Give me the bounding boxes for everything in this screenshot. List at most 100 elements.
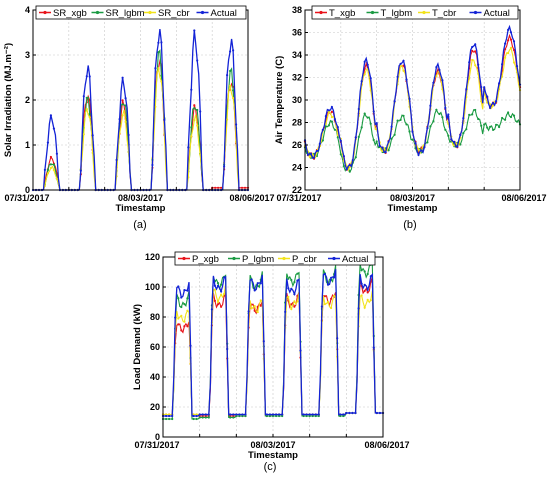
data-point [444,106,447,109]
legend-marker [422,10,426,15]
data-point [393,133,396,136]
data-point [293,293,296,296]
data-point [366,291,369,294]
data-point [201,416,204,419]
y-axis-title: Air Temperature (C) [274,56,285,145]
data-point [342,413,345,416]
data-point [399,62,402,65]
data-point [480,100,483,103]
data-point [381,146,384,149]
data-point [121,99,124,102]
data-point [157,51,160,54]
data-point [154,67,157,70]
legend-box [35,5,247,20]
data-point [232,97,235,100]
data-point [492,104,495,107]
data-point [121,114,124,117]
data-point [265,413,268,416]
data-point [375,122,378,125]
data-point [426,141,429,144]
y-tick-label: 28 [292,118,302,128]
data-point [336,136,339,139]
data-point [79,169,82,172]
data-point [474,108,477,112]
data-point [190,88,193,91]
data-point [223,165,226,168]
data-point [363,270,366,273]
data-point [290,287,293,290]
data-point [492,128,495,131]
data-point [250,278,253,281]
data-point [151,163,154,167]
data-point [196,59,199,62]
data-point [474,64,477,67]
data-point [160,41,163,44]
legend-marker [332,256,336,261]
data-point [366,298,369,301]
data-point [456,145,459,148]
data-point [199,110,202,113]
data-point [174,316,177,319]
data-point [330,297,333,300]
legend: SR_xgb SR_lgbm SR_cbr Actual [35,5,247,20]
data-point [49,163,53,166]
data-point [435,66,438,69]
legend-label: Actual [484,8,510,19]
legend-label: T_xgb [329,8,355,19]
data-point [177,297,180,300]
data-point [216,303,220,306]
data-point [49,114,53,117]
data-point [308,413,311,416]
data-point [471,58,474,62]
data-point [501,75,504,78]
data-point [351,411,354,415]
data-point [160,80,163,83]
data-point [363,283,366,286]
data-point [363,73,366,76]
data-point [243,186,247,189]
data-point [471,49,474,53]
data-point [515,65,519,68]
data-point [157,67,160,70]
data-point [330,306,333,310]
data-point [186,309,189,312]
data-point [290,278,293,282]
data-point [363,289,366,292]
data-point [366,116,369,119]
data-point [501,63,504,66]
data-point [453,140,456,144]
data-point [411,130,414,133]
data-point [193,119,196,122]
data-point [287,277,290,280]
data-point [360,282,363,285]
data-point [43,168,47,171]
data-point [262,340,265,343]
chart-solar-irradiation: 0 1 2 3 4 07/31/2017 08/03/2017 08/06/2017 Times… [3,5,275,231]
x-tick-label: 08/03/2017 [390,193,435,203]
series-line-actual [33,29,248,191]
data-point [195,414,198,418]
data-point [213,299,216,302]
data-point [363,60,366,63]
panel-label: (a) [133,219,146,231]
data-point [323,272,326,276]
data-point [369,122,372,125]
data-point [198,413,201,416]
legend: T_xgb T_lgbm T_cbr Actual [311,5,519,20]
data-point [324,115,327,118]
data-point [220,305,223,308]
y-tick-label: 38 [292,5,302,15]
data-point [354,411,357,415]
data-point [390,125,393,128]
data-point [204,416,207,419]
y-axis-title: Solar Irradiation (MJ.m⁻²) [3,43,14,157]
data-point [210,308,213,311]
data-point [314,413,317,416]
data-point [299,349,302,352]
panel-label: (b) [403,219,416,231]
data-point [192,417,195,421]
y-tick-label: 34 [292,50,302,60]
legend-label: P_cbr [292,254,317,265]
data-point [180,305,183,309]
data-point [213,288,216,291]
